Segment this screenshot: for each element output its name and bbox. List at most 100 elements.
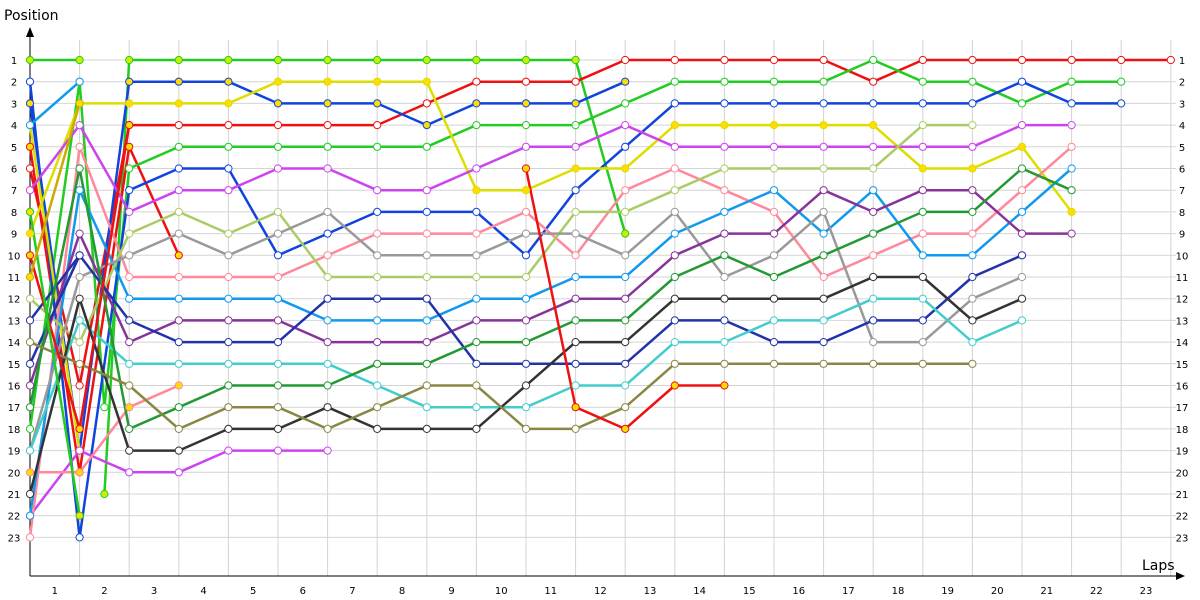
data-point — [323, 121, 332, 130]
data-point — [621, 424, 630, 433]
data-point — [670, 359, 679, 368]
y-tick-label-left: 8 — [11, 208, 17, 219]
data-point — [1017, 229, 1027, 238]
data-point — [373, 142, 382, 151]
data-point — [720, 164, 729, 173]
data-point — [918, 207, 927, 216]
data-point — [869, 229, 878, 238]
y-tick-label-left: 13 — [8, 316, 21, 327]
x-tick-label: 3 — [151, 586, 157, 597]
y-tick-label-right: 3 — [1179, 99, 1185, 110]
data-point — [571, 403, 580, 412]
data-point — [224, 294, 233, 303]
data-point — [918, 229, 927, 238]
data-point — [273, 316, 283, 325]
data-point — [869, 338, 878, 347]
data-point — [968, 164, 977, 173]
y-tick-label-right: 19 — [1176, 447, 1189, 458]
y-tick-label-left: 17 — [8, 403, 21, 414]
x-tick-label: 17 — [842, 586, 855, 597]
x-tick-label: 4 — [200, 586, 206, 597]
data-point — [472, 403, 481, 412]
data-point — [174, 316, 183, 325]
data-point — [422, 229, 431, 238]
series-line — [28, 188, 1073, 387]
y-tick-label-left: 10 — [8, 251, 21, 262]
data-point — [869, 121, 878, 130]
data-point — [521, 294, 531, 303]
data-point — [273, 294, 283, 303]
data-point — [422, 55, 431, 65]
data-point — [125, 164, 134, 173]
y-tick-label-right: 9 — [1179, 230, 1185, 241]
data-point — [125, 316, 134, 325]
data-point — [273, 424, 283, 433]
data-point — [174, 121, 183, 130]
data-point — [968, 294, 977, 303]
data-point — [521, 99, 531, 108]
data-point — [571, 164, 580, 173]
data-point — [1017, 121, 1027, 130]
data-point — [819, 121, 828, 130]
data-point — [720, 381, 729, 390]
data-point — [869, 251, 878, 260]
data-point — [521, 381, 531, 390]
data-point — [373, 272, 382, 282]
data-point — [75, 77, 84, 86]
data-point — [25, 251, 35, 260]
data-point — [125, 207, 134, 216]
data-point — [819, 186, 828, 195]
y-tick-label-right: 6 — [1179, 165, 1185, 176]
data-point — [720, 316, 729, 325]
data-point — [125, 186, 134, 195]
data-point — [621, 338, 630, 347]
data-point — [25, 511, 35, 520]
data-point — [125, 338, 134, 347]
data-point — [819, 251, 828, 260]
y-tick-label-left: 23 — [8, 533, 21, 544]
data-point — [75, 294, 84, 303]
data-point — [1067, 164, 1076, 173]
y-tick-label-left: 22 — [8, 512, 21, 523]
data-point — [720, 338, 729, 347]
x-axis-arrow-icon — [1176, 572, 1185, 580]
data-point — [472, 338, 481, 347]
y-axis-arrow-icon — [26, 27, 34, 37]
data-point — [273, 251, 283, 260]
data-point — [174, 424, 183, 433]
data-point — [323, 77, 332, 86]
series-line — [28, 384, 181, 474]
data-point — [125, 229, 134, 238]
data-point — [819, 294, 828, 303]
data-point — [75, 164, 84, 173]
data-point — [125, 381, 134, 390]
data-point — [100, 403, 109, 412]
data-point — [25, 381, 35, 390]
data-point — [571, 381, 580, 390]
data-point — [273, 99, 283, 108]
data-point — [273, 55, 283, 65]
data-point — [75, 338, 84, 347]
data-point — [373, 207, 382, 216]
y-tick-label-right: 8 — [1179, 208, 1185, 219]
y-tick-label-right: 21 — [1176, 490, 1189, 501]
data-point — [670, 164, 679, 173]
data-point — [25, 294, 35, 303]
data-point — [323, 272, 332, 282]
data-point — [571, 207, 580, 216]
data-point — [720, 121, 729, 130]
data-point — [670, 272, 679, 282]
x-tick-label: 1 — [52, 586, 58, 597]
y-tick-label-left: 19 — [8, 447, 21, 458]
data-point — [670, 121, 679, 130]
data-point — [968, 55, 977, 65]
data-point — [75, 99, 84, 108]
data-point — [521, 55, 531, 65]
y-tick-label-right: 11 — [1176, 273, 1189, 284]
data-point — [521, 164, 531, 173]
data-point — [918, 55, 927, 65]
x-tick-label: 7 — [349, 586, 355, 597]
data-point — [1067, 229, 1076, 238]
data-point — [621, 294, 630, 303]
data-point — [125, 446, 134, 455]
